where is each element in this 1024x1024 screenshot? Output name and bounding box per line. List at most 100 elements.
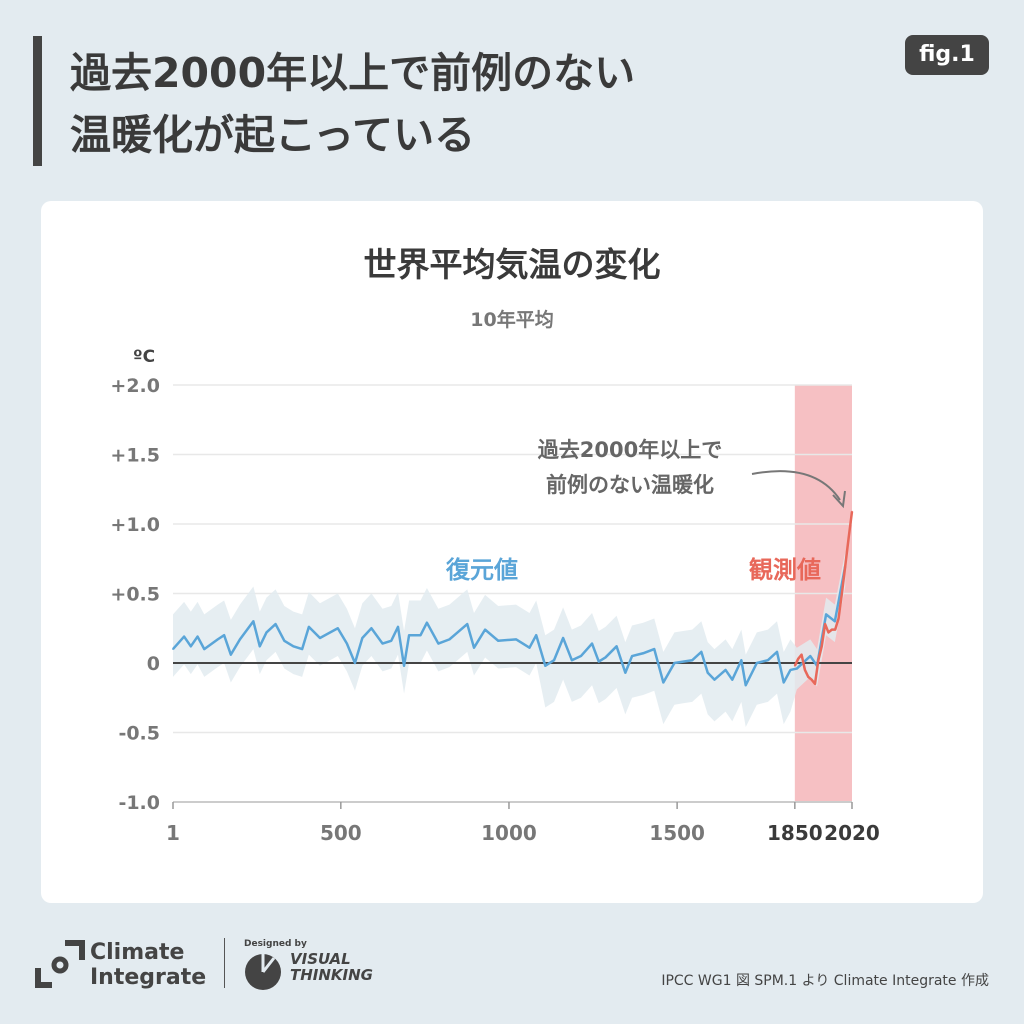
data-point — [827, 631, 830, 634]
data-point — [196, 635, 199, 638]
x-tick-label: 500 — [320, 821, 362, 845]
x-tick-label: 1850 — [767, 821, 823, 845]
data-point — [308, 626, 310, 628]
data-point — [796, 667, 798, 670]
data-point — [713, 678, 716, 681]
y-tick-label: +1.5 — [110, 445, 160, 467]
data-point — [292, 645, 295, 648]
data-point — [851, 510, 853, 513]
reconstructed-series-label: 復元値 — [445, 556, 518, 584]
data-point — [809, 655, 812, 657]
data-point — [370, 627, 373, 630]
data-point — [274, 623, 277, 625]
vt-line-2: THINKING — [290, 966, 373, 984]
observed-line — [793, 511, 854, 686]
y-tick-label: +1.0 — [110, 514, 160, 536]
data-point — [662, 681, 665, 684]
data-point — [615, 645, 618, 648]
y-tick-label: 0 — [147, 653, 160, 675]
data-point — [535, 634, 538, 636]
y-tick-label: -0.5 — [118, 723, 160, 745]
data-point — [597, 660, 600, 663]
logo-line-1: Climate — [90, 940, 185, 965]
annotation-line-2: 前例のない温暖化 — [546, 473, 714, 497]
title-accent-bar — [33, 36, 42, 166]
data-point — [700, 651, 703, 653]
figure-badge: fig.1 — [905, 35, 989, 75]
data-point — [653, 648, 656, 650]
data-point — [817, 659, 820, 662]
data-point — [814, 683, 816, 685]
data-point — [562, 637, 564, 639]
data-point — [825, 613, 827, 616]
data-point — [528, 646, 531, 649]
y-tick-label: -1.0 — [118, 792, 160, 814]
data-point — [807, 676, 810, 678]
source-credit: IPCC WG1 図 SPM.1 より Climate Integrate 作成 — [661, 973, 989, 989]
footer-divider — [224, 938, 225, 988]
data-point — [408, 634, 410, 636]
arrow-head-icon — [832, 490, 846, 509]
data-point — [381, 642, 384, 645]
data-point — [223, 634, 225, 636]
data-point — [419, 634, 422, 636]
data-point — [797, 658, 799, 660]
visual-thinking-logo-text: VISUAL THINKING — [290, 951, 373, 983]
data-point — [847, 537, 850, 539]
data-point — [346, 642, 348, 645]
designed-by-label: Designed by — [244, 939, 307, 949]
title-line-2: 温暖化が起こっている — [70, 111, 476, 159]
title-line-1: 過去2000年以上で前例のない — [70, 49, 636, 97]
chart-title: 世界平均気温の変化 — [363, 245, 661, 284]
data-point — [804, 669, 806, 671]
data-point — [824, 623, 826, 625]
data-point — [301, 648, 303, 650]
data-point — [473, 646, 475, 649]
x-tick-label: 1500 — [649, 821, 705, 845]
data-point — [252, 620, 255, 623]
y-tick-label: +2.0 — [110, 375, 160, 397]
data-point — [744, 684, 747, 687]
data-point — [426, 621, 428, 624]
data-point — [216, 638, 219, 641]
data-point — [172, 648, 174, 650]
data-point — [515, 638, 517, 641]
data-point — [841, 592, 843, 595]
data-point — [800, 653, 803, 656]
climate-integrate-logo-icon — [35, 940, 85, 988]
y-axis-unit: ºC — [133, 347, 155, 367]
data-point — [544, 664, 547, 667]
vt-line-1: VISUAL — [290, 950, 351, 968]
data-point — [390, 639, 393, 642]
x-tick-label: 1000 — [481, 821, 537, 845]
data-point — [397, 626, 399, 628]
data-point — [591, 642, 593, 645]
data-point — [203, 648, 206, 650]
data-point — [580, 655, 582, 657]
annotation-line-1: 過去2000年以上で — [538, 438, 722, 462]
data-point — [437, 642, 440, 645]
data-point — [642, 652, 644, 655]
data-point — [767, 659, 769, 662]
data-point — [283, 639, 286, 642]
x-tick-label: 2020 — [824, 821, 880, 845]
data-point — [319, 637, 321, 639]
reconstructed-line — [172, 565, 847, 687]
data-point — [466, 623, 469, 625]
data-point — [624, 671, 627, 674]
data-point — [403, 664, 405, 667]
data-point — [820, 645, 823, 648]
data-point — [484, 628, 486, 631]
data-point — [497, 639, 500, 642]
data-point — [794, 664, 796, 667]
data-point — [571, 659, 573, 662]
data-point — [230, 653, 232, 656]
data-point — [724, 669, 727, 671]
data-point — [682, 660, 684, 663]
data-point — [631, 655, 633, 657]
data-point — [691, 659, 694, 662]
data-point — [190, 645, 192, 648]
x-tick-label: 1 — [166, 821, 180, 845]
data-point — [756, 662, 758, 664]
